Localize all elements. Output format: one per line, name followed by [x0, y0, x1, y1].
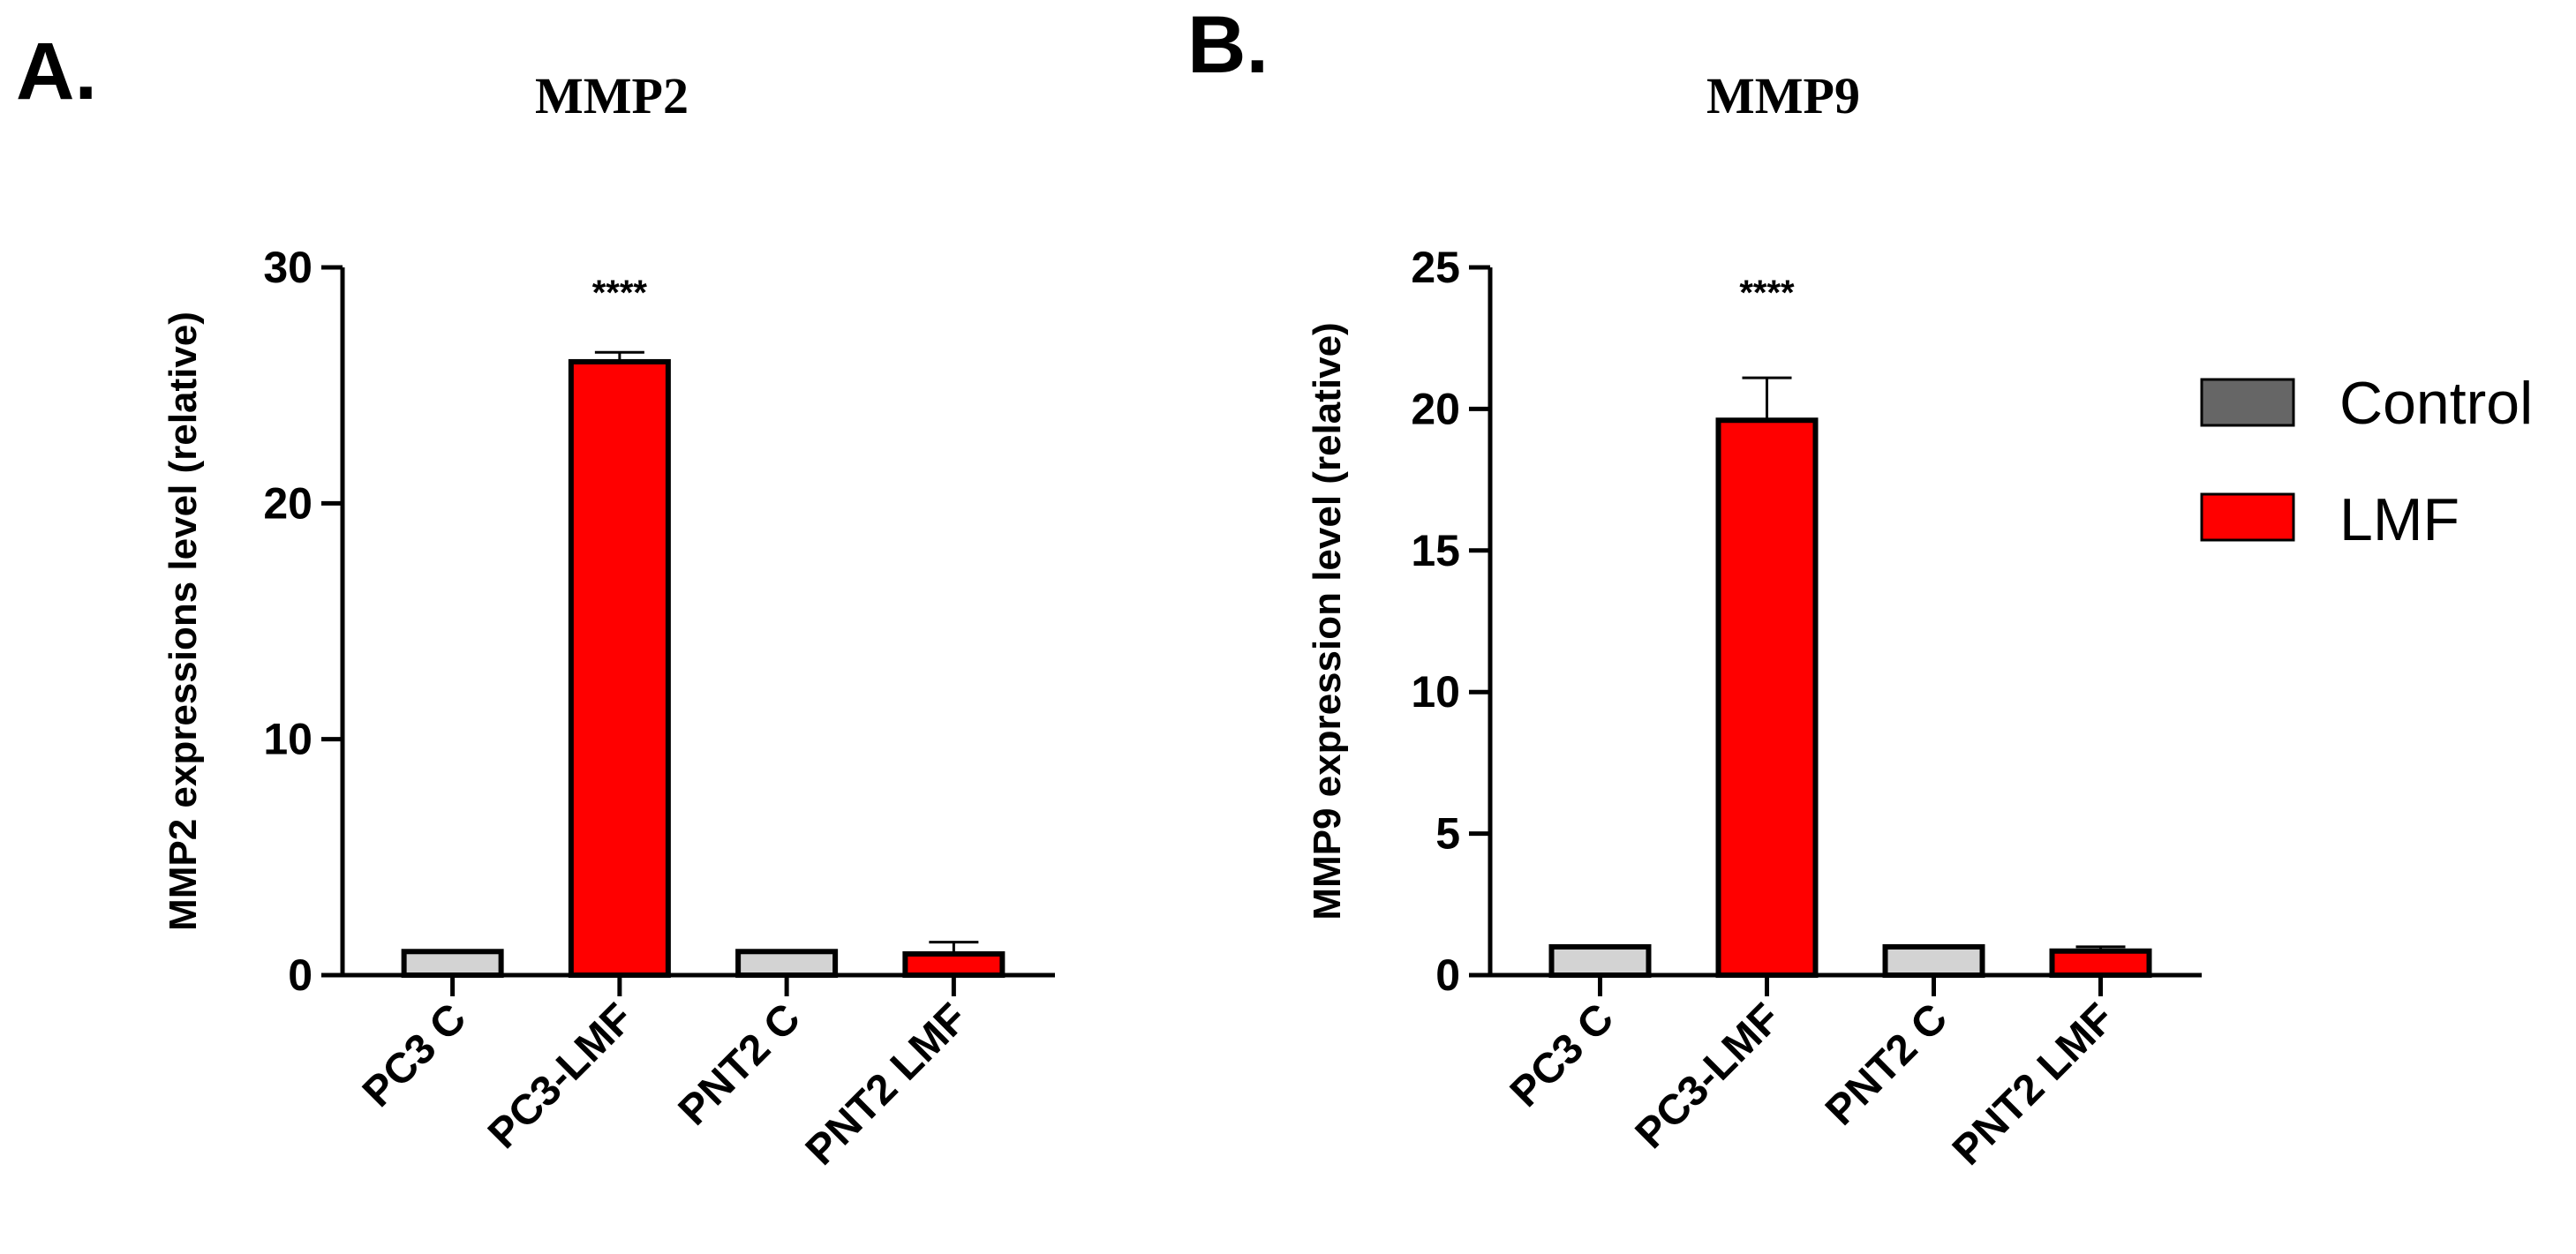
significance-stars: ****: [592, 274, 648, 312]
y-tick-label: 30: [263, 243, 313, 292]
bar-pnt2-lmf: [2049, 948, 2152, 979]
x-tick-label: PC3-LMF: [1627, 995, 1790, 1158]
bar-pc3-lmf: [1715, 417, 1819, 978]
y-tick-label: 0: [288, 950, 313, 1000]
bar-pnt2-c: [1882, 943, 1985, 979]
bar-pc3-lmf: [568, 358, 671, 978]
bar-pnt2-c: [735, 949, 839, 979]
legend-swatch-lmf: [2200, 492, 2295, 542]
y-tick-label: 10: [1411, 667, 1460, 717]
y-tick-label: 20: [263, 478, 313, 528]
x-tick-label: PNT2 C: [670, 995, 810, 1134]
chart-mmp2: MMP2 MMP2 expressions level (relative) 0 10…: [162, 67, 1055, 1175]
y-tick-label: 25: [1411, 243, 1460, 292]
legend: Control LMF: [2200, 370, 2533, 553]
bar-pc3-c: [401, 949, 504, 979]
legend-swatch-control: [2200, 378, 2295, 427]
y-tick-label: 20: [1411, 384, 1460, 433]
panel-label-a: A.: [16, 26, 97, 116]
legend-label-control: Control: [2339, 370, 2533, 437]
y-axis-label: MMP2 expressions level (relative): [162, 312, 205, 931]
x-tick-label: PC3 C: [354, 995, 475, 1115]
chart-title: MMP9: [1706, 67, 1860, 124]
y-tick-label: 0: [1435, 950, 1460, 1000]
y-tick-label: 15: [1411, 526, 1460, 575]
panel-label-b: B.: [1187, 0, 1269, 90]
x-tick-label: PC3 C: [1502, 995, 1623, 1115]
y-tick-label: 10: [263, 715, 313, 764]
legend-label-lmf: LMF: [2339, 486, 2459, 553]
chart-mmp9: MMP9 MMP9 expression level (relative) 0 5 10…: [1306, 67, 2202, 1175]
x-tick-label: PNT2 C: [1817, 995, 1956, 1134]
bar-pc3-c: [1548, 943, 1652, 979]
y-tick-label: 5: [1435, 809, 1460, 859]
significance-stars: ****: [1739, 274, 1795, 312]
chart-title: MMP2: [535, 67, 689, 124]
bar-pnt2-lmf: [902, 950, 1006, 978]
x-tick-label: PNT2 LMF: [1944, 995, 2123, 1174]
x-tick-label: PC3-LMF: [479, 995, 643, 1158]
x-tick-label: PNT2 LMF: [797, 995, 976, 1174]
y-axis-label: MMP9 expression level (relative): [1306, 322, 1349, 920]
